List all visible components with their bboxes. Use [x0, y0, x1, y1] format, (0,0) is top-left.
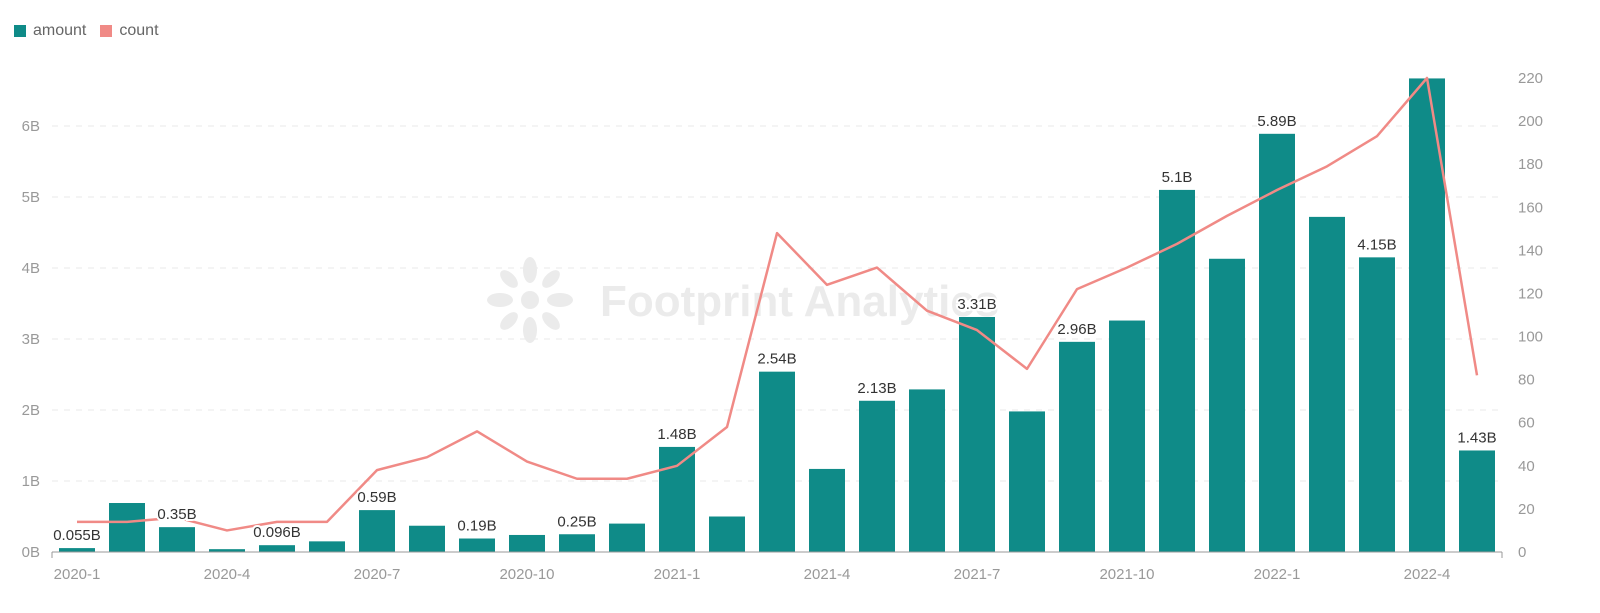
amount-bar[interactable] [859, 400, 895, 552]
amount-bar[interactable] [109, 503, 145, 552]
y-right-tick: 100 [1518, 329, 1543, 346]
y-right-tick: 140 [1518, 242, 1543, 259]
amount-bar[interactable] [59, 548, 95, 552]
amount-bar[interactable] [1009, 411, 1045, 552]
y-right-tick: 40 [1518, 458, 1535, 475]
footprint-logo-icon [487, 257, 573, 343]
y-left-tick: 2B [22, 402, 40, 419]
amount-bar[interactable] [159, 527, 195, 552]
amount-bar[interactable] [1459, 450, 1495, 552]
x-tick: 2020-7 [354, 566, 401, 583]
amount-bar[interactable] [559, 534, 595, 552]
amount-bar[interactable] [509, 534, 545, 552]
y-right-tick: 160 [1518, 199, 1543, 216]
amount-bar[interactable] [1059, 341, 1095, 552]
bar-data-label: 5.89B [1257, 113, 1296, 130]
amount-bar[interactable] [1209, 258, 1245, 552]
amount-bar[interactable] [459, 538, 495, 552]
amount-bar[interactable] [609, 523, 645, 552]
legend-item-amount[interactable]: amount [14, 22, 86, 40]
bar-data-label: 0.096B [253, 524, 301, 541]
bar-data-label: 5.1B [1162, 169, 1193, 186]
bar-data-label: 2.96B [1057, 321, 1096, 338]
amount-bar[interactable] [1409, 78, 1445, 553]
y-left-tick: 4B [22, 260, 40, 277]
legend: amount count [14, 22, 159, 40]
x-tick: 2021-10 [1099, 566, 1154, 583]
amount-bar[interactable] [659, 446, 695, 552]
count-swatch-icon [100, 25, 113, 37]
bar-data-labels: 0.055B 0.35B 0.096B 0.59B 0.19B 0.25B 1.48B 2.5… [51, 111, 1498, 546]
legend-label-count: count [119, 22, 159, 39]
amount-bar[interactable] [1259, 133, 1295, 552]
amount-bar[interactable] [259, 545, 295, 552]
y-left-tick: 3B [22, 331, 40, 348]
bar-data-label: 4.15B [1357, 236, 1396, 253]
x-tick: 2022-4 [1404, 566, 1451, 583]
bar-data-label: 0.25B [557, 513, 596, 530]
amount-bar[interactable] [759, 371, 795, 552]
amount-bars [59, 78, 1495, 553]
y-left-tick: 5B [22, 189, 40, 206]
x-tick: 2021-4 [804, 566, 851, 583]
y-right-tick: 80 [1518, 372, 1535, 389]
bar-data-label: 2.54B [757, 351, 796, 368]
amount-bar[interactable] [359, 510, 395, 552]
y-right-tick: 0 [1518, 544, 1526, 561]
y-right-tick: 220 [1518, 70, 1543, 87]
amount-bar[interactable] [709, 516, 745, 553]
bar-data-label: 0.055B [53, 527, 101, 544]
x-tick: 2022-1 [1254, 566, 1301, 583]
x-tick: 2020-4 [204, 566, 251, 583]
bar-data-label: 1.43B [1457, 429, 1496, 446]
bar-data-label: 0.19B [457, 518, 496, 535]
legend-label-amount: amount [33, 22, 87, 39]
legend-item-count[interactable]: count [100, 22, 159, 40]
amount-bar[interactable] [1109, 320, 1145, 552]
y-right-tick: 20 [1518, 501, 1535, 518]
x-tick: 2020-1 [54, 566, 101, 583]
y-left-tick: 6B [22, 118, 40, 135]
amount-bar[interactable] [409, 525, 445, 552]
y-left-tick: 0B [22, 544, 40, 561]
y-right-tick: 60 [1518, 415, 1535, 432]
bar-data-label: 2.13B [857, 380, 896, 397]
amount-bar[interactable] [959, 316, 995, 552]
watermark: Footprint Analytics [487, 257, 999, 343]
amount-bar[interactable] [309, 541, 345, 552]
x-tick: 2020-10 [499, 566, 554, 583]
amount-bar[interactable] [809, 468, 845, 552]
amount-bar[interactable] [1309, 216, 1345, 552]
watermark-text: Footprint Analytics [600, 277, 999, 326]
bar-data-label: 3.31B [957, 296, 996, 313]
y-left-tick: 1B [22, 473, 40, 490]
amount-swatch-icon [14, 25, 26, 37]
amount-bar[interactable] [209, 549, 245, 552]
y-right-tick: 200 [1518, 113, 1543, 130]
amount-bar[interactable] [1359, 257, 1395, 552]
y-right-tick: 180 [1518, 156, 1543, 173]
x-tick: 2021-1 [654, 566, 701, 583]
y-right-tick: 120 [1518, 285, 1543, 302]
amount-bar[interactable] [909, 389, 945, 552]
bar-data-label: 0.35B [157, 506, 196, 523]
x-tick: 2021-7 [954, 566, 1001, 583]
bar-data-label: 0.59B [357, 489, 396, 506]
axes: 0B 1B 2B 3B 4B 5B 6B 0 20 40 60 80 100 120 140 160 180 20… [22, 70, 1543, 583]
count-line [77, 76, 1479, 532]
count-line-path[interactable] [77, 76, 1479, 532]
bar-data-label: 1.48B [657, 426, 696, 443]
